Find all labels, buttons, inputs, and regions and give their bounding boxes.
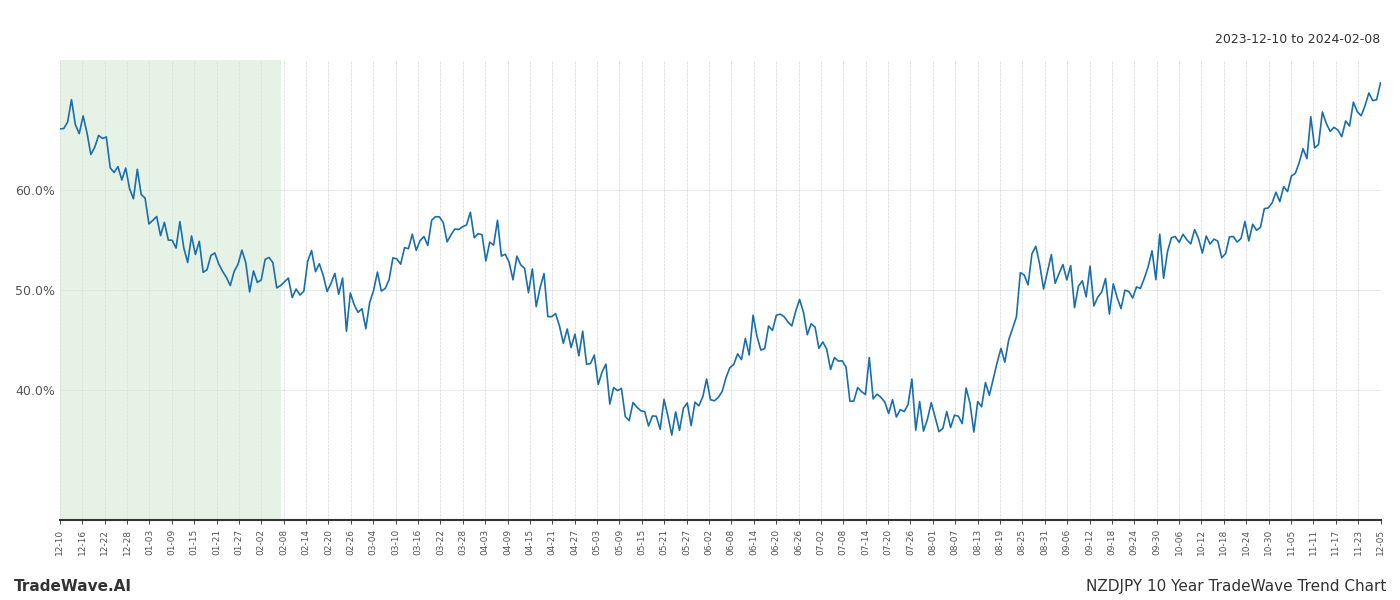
Text: 2023-12-10 to 2024-02-08: 2023-12-10 to 2024-02-08 [1215,33,1380,46]
Text: NZDJPY 10 Year TradeWave Trend Chart: NZDJPY 10 Year TradeWave Trend Chart [1085,579,1386,594]
Bar [60,60,280,520]
Text: TradeWave.AI: TradeWave.AI [14,579,132,594]
